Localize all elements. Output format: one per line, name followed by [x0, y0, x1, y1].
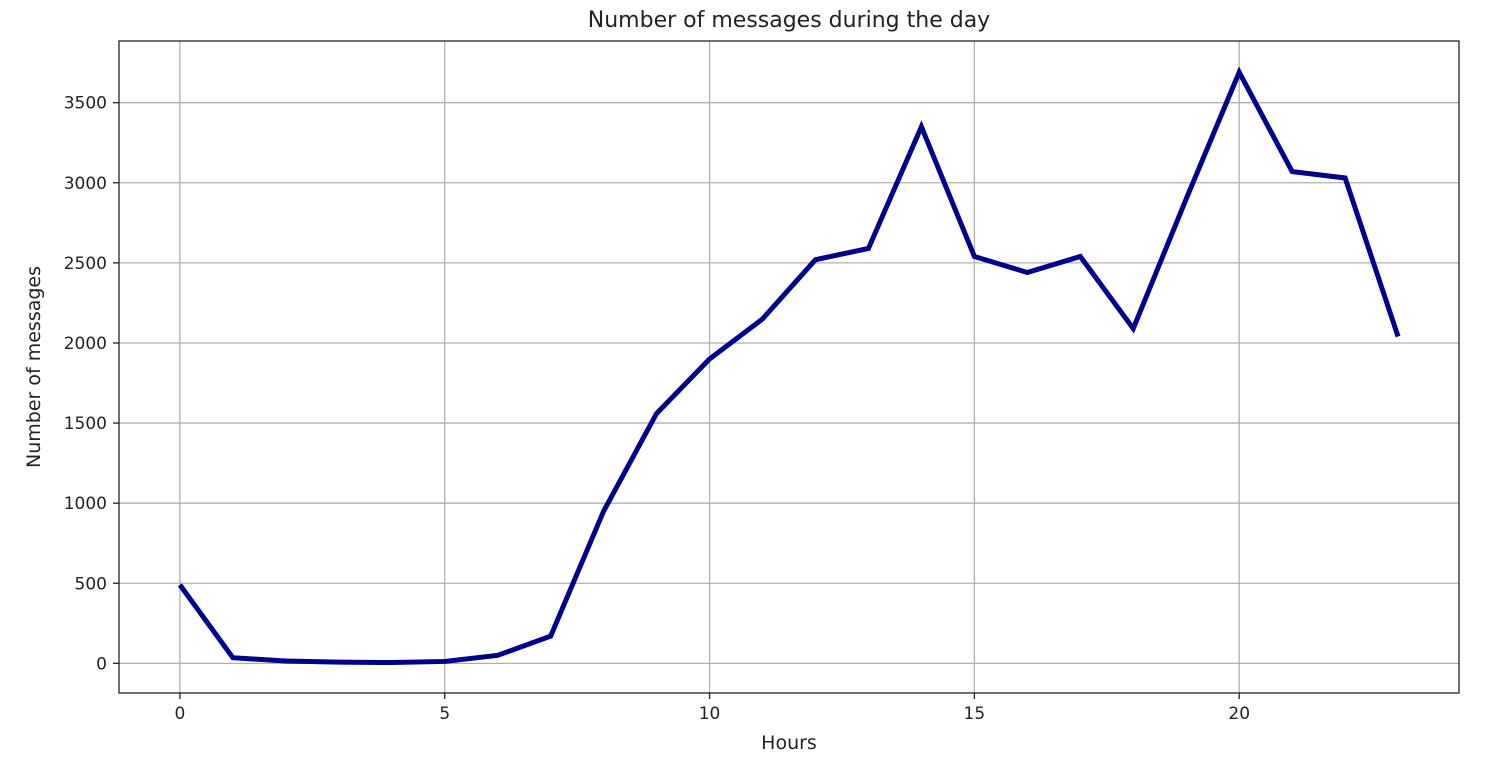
x-axis-label: Hours	[761, 732, 817, 754]
y-tick-label: 2500	[64, 254, 107, 274]
y-tick-label: 2000	[64, 334, 107, 354]
grid-layer	[119, 41, 1459, 693]
x-tick-label: 0	[174, 704, 185, 724]
x-tick-label: 5	[439, 704, 450, 724]
y-tick-label: 0	[96, 654, 107, 674]
chart-title: Number of messages during the day	[588, 8, 990, 33]
y-tick-label: 3000	[64, 174, 107, 194]
x-tick-label: 15	[964, 704, 986, 724]
y-tick-label: 1000	[64, 494, 107, 514]
y-tick-label: 500	[75, 574, 107, 594]
y-tick-label: 1500	[64, 414, 107, 434]
y-axis-label: Number of messages	[23, 266, 45, 468]
y-tick-label: 3500	[64, 94, 107, 114]
series-layer	[177, 66, 1401, 666]
series-line	[177, 66, 1401, 666]
x-tick-label: 20	[1228, 704, 1250, 724]
plot-frame	[118, 40, 1460, 694]
x-tick-label: 10	[699, 704, 721, 724]
ticks-layer: 0 5 10 15 20 0 500 1000 1500 2000 2500 3000 3500	[64, 94, 1250, 724]
